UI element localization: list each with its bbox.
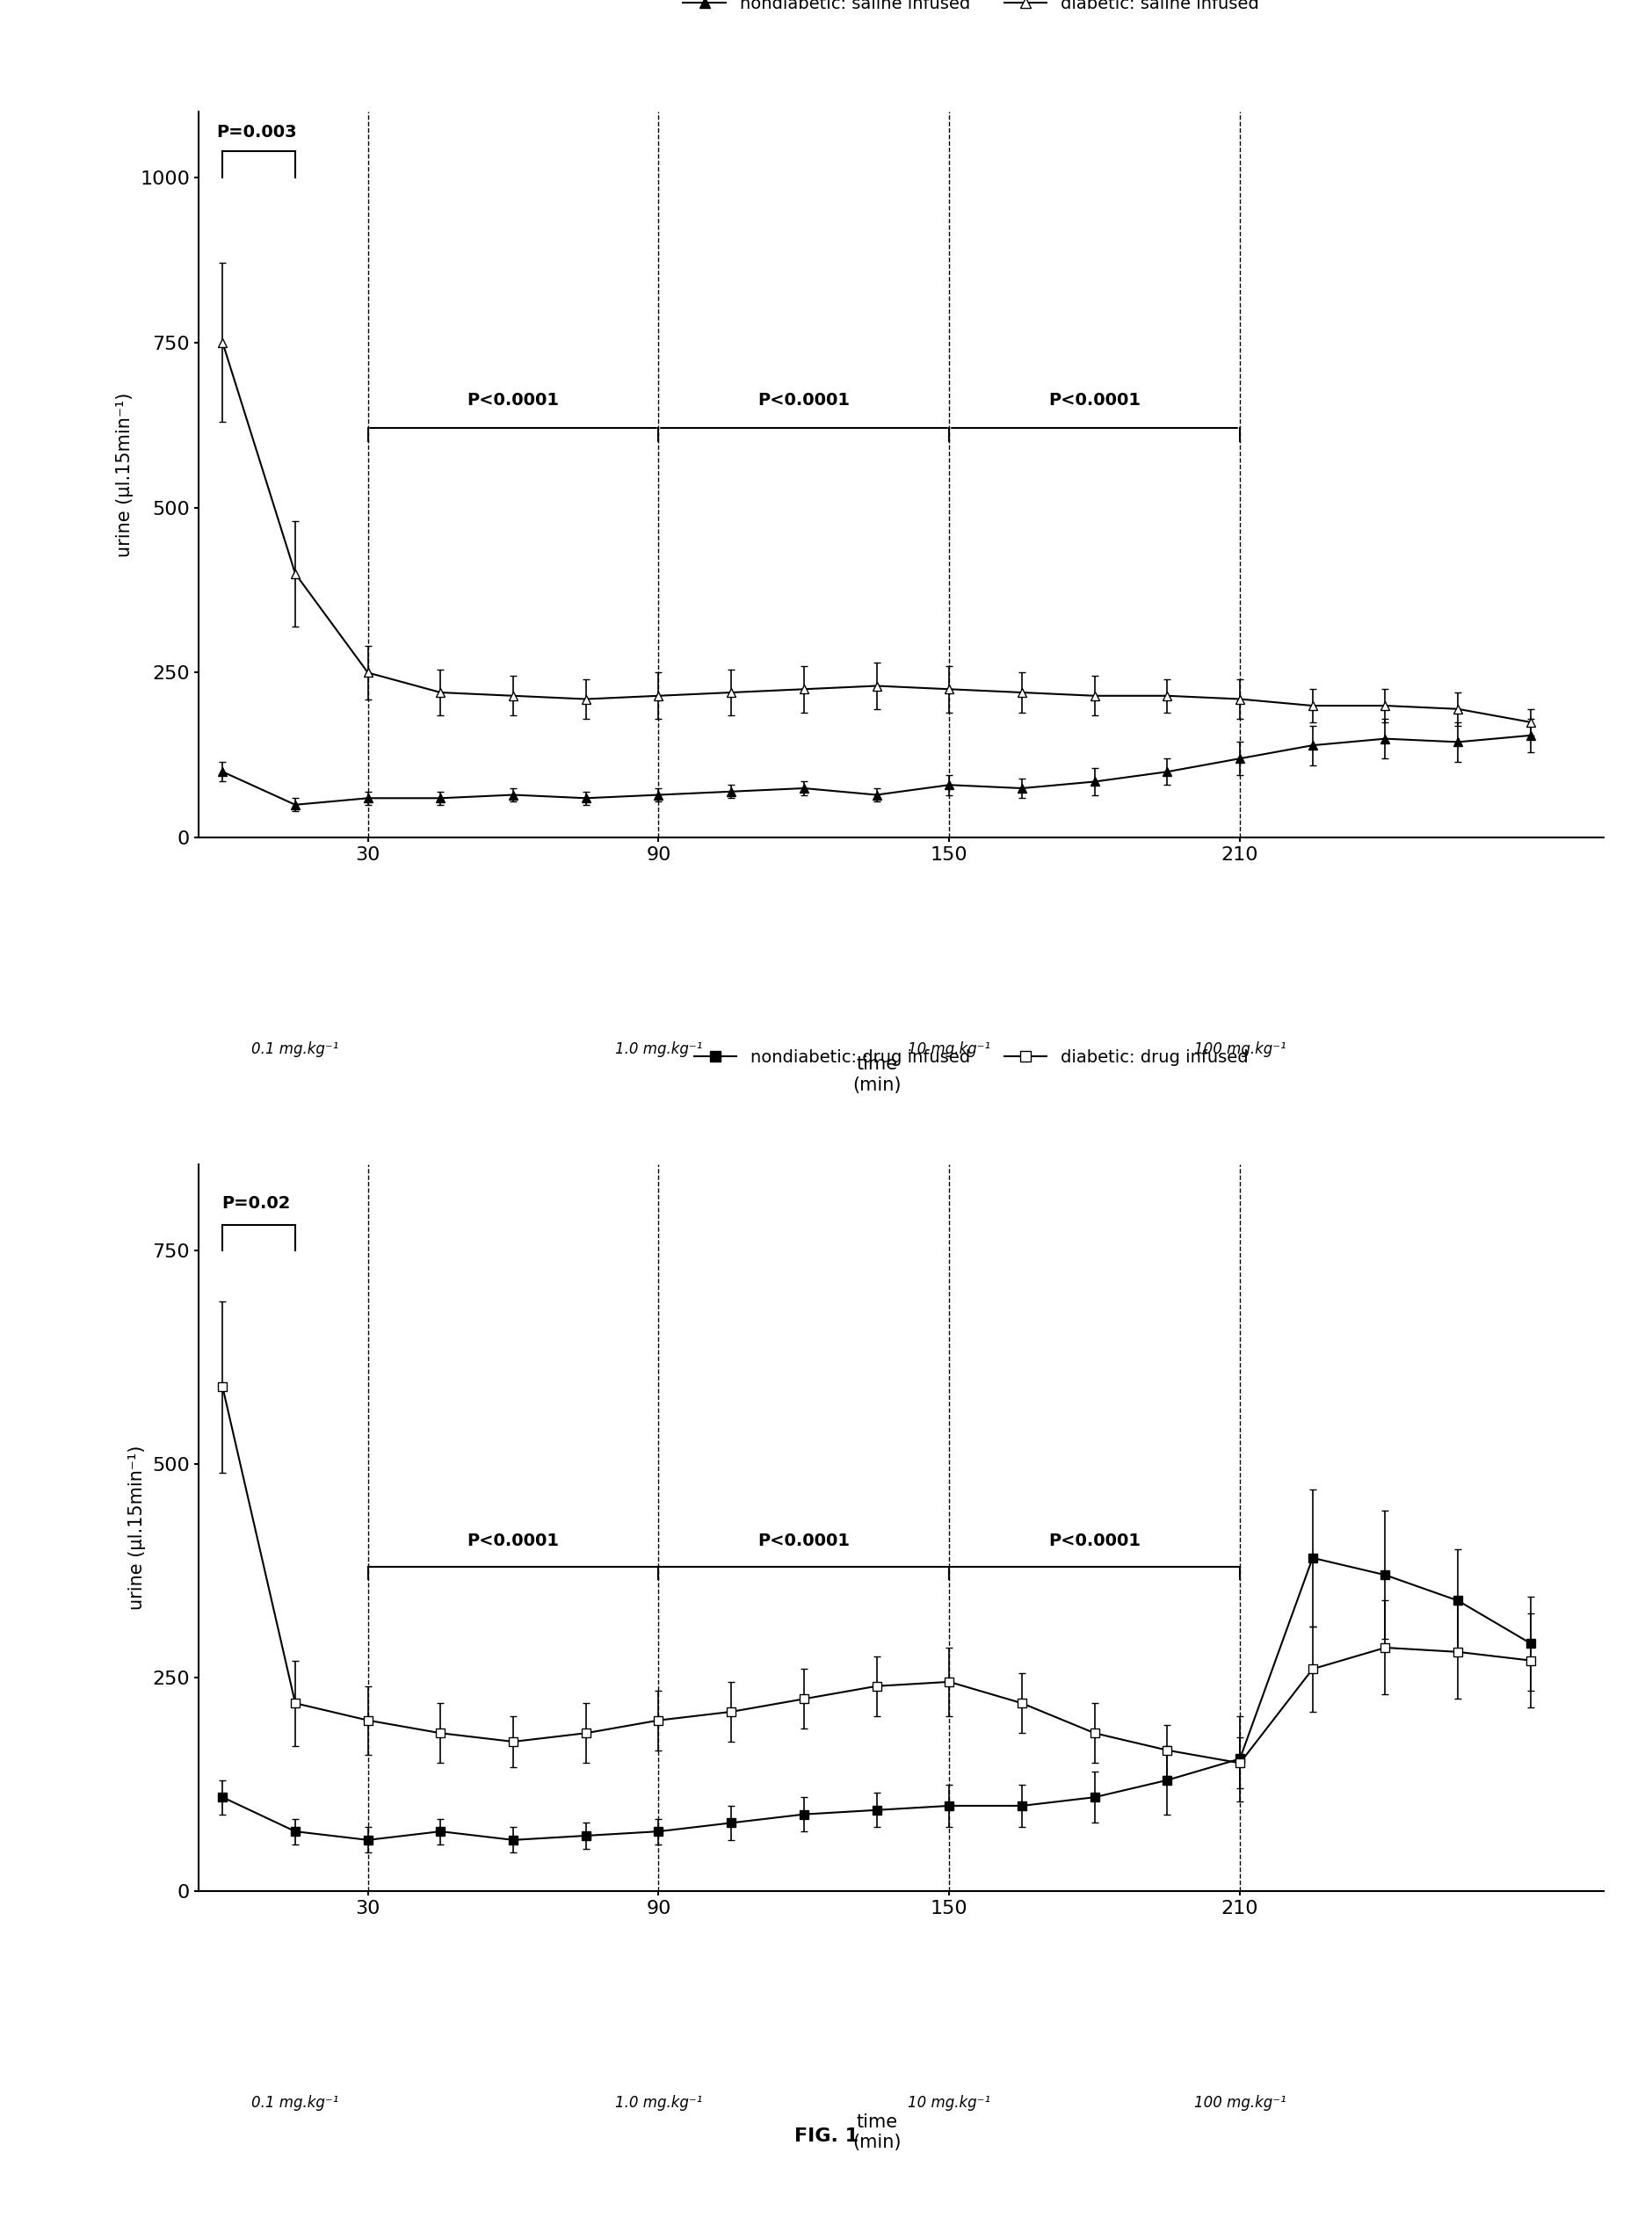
Legend: nondiabetic: drug infused, diabetic: drug infused: nondiabetic: drug infused, diabetic: dru… — [687, 1044, 1254, 1072]
Text: P<0.0001: P<0.0001 — [757, 1533, 849, 1549]
Text: 100 mg.kg⁻¹: 100 mg.kg⁻¹ — [1193, 2094, 1285, 2112]
Y-axis label: urine (μl.15min⁻¹): urine (μl.15min⁻¹) — [116, 392, 134, 556]
Text: 10 mg.kg⁻¹: 10 mg.kg⁻¹ — [907, 1041, 990, 1057]
Text: P<0.0001: P<0.0001 — [468, 1533, 558, 1549]
Legend: nondiabetic: saline infused, diabetic: saline infused: nondiabetic: saline infused, diabetic: s… — [676, 0, 1265, 20]
Y-axis label: urine (μl.15min⁻¹): urine (μl.15min⁻¹) — [129, 1446, 145, 1611]
Text: P=0.02: P=0.02 — [221, 1195, 291, 1213]
Text: time
(min): time (min) — [852, 1055, 900, 1095]
Text: 100 mg.kg⁻¹: 100 mg.kg⁻¹ — [1193, 1041, 1285, 1057]
Text: 0.1 mg.kg⁻¹: 0.1 mg.kg⁻¹ — [251, 2094, 339, 2112]
Text: P<0.0001: P<0.0001 — [468, 392, 558, 409]
Text: P<0.0001: P<0.0001 — [1047, 392, 1140, 409]
Text: P=0.003: P=0.003 — [216, 125, 297, 140]
Text: time
(min): time (min) — [852, 2114, 900, 2152]
Text: 10 mg.kg⁻¹: 10 mg.kg⁻¹ — [907, 2094, 990, 2112]
Text: 1.0 mg.kg⁻¹: 1.0 mg.kg⁻¹ — [615, 1041, 702, 1057]
Text: 1.0 mg.kg⁻¹: 1.0 mg.kg⁻¹ — [615, 2094, 702, 2112]
Text: P<0.0001: P<0.0001 — [757, 392, 849, 409]
Text: FIG. 1: FIG. 1 — [795, 2127, 857, 2145]
Text: P<0.0001: P<0.0001 — [1047, 1533, 1140, 1549]
Text: 0.1 mg.kg⁻¹: 0.1 mg.kg⁻¹ — [251, 1041, 339, 1057]
